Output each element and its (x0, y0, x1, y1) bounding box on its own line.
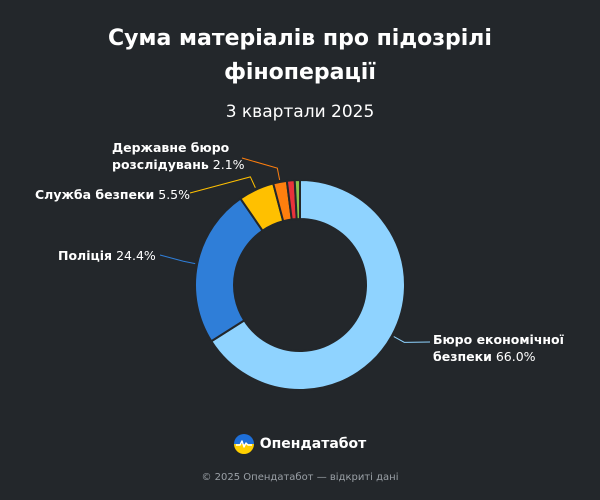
chart-subtitle: 3 квартали 2025 (225, 102, 375, 122)
label-economic-security: Бюро економічної безпеки 66.0% (433, 331, 564, 365)
label-state-bureau-line-1: Державне бюро (112, 140, 230, 155)
chart-title: Сума матеріалів про підозрілі фінопераці… (0, 22, 600, 90)
slice-economic-security (209, 178, 406, 391)
slice-police (194, 197, 264, 343)
label-security-service-value: 5.5% (158, 187, 191, 202)
label-police: Поліція 24.4% (58, 247, 156, 264)
label-police-value: 24.4% (116, 248, 156, 263)
brand-name: Опендатабот (259, 436, 367, 452)
label-economic-security-line-2: безпеки (433, 349, 492, 364)
label-economic-security-value: 66.0% (495, 349, 536, 364)
slice-small-green (293, 178, 301, 221)
label-security-service: Служба безпеки 5.5% (35, 186, 190, 203)
leader-line-state-bureau (241, 157, 281, 181)
leader-line-security-service (189, 176, 256, 194)
opendatabot-logo-icon (233, 434, 254, 454)
leader-line-police (159, 254, 196, 265)
leader-line-economic-security (393, 336, 431, 343)
brand: Опендатабот (0, 434, 600, 454)
label-security-service-name: Служба безпеки (35, 187, 155, 202)
footer-copyright: © 2025 Опендатабот — відкриті дані (201, 472, 399, 483)
label-state-bureau-value: 2.1% (212, 157, 245, 172)
chart-title-line-2: фіноперації (224, 60, 376, 85)
label-police-name: Поліція (58, 248, 113, 263)
label-state-bureau: Державне бюро розслідувань 2.1% (112, 139, 245, 173)
label-state-bureau-line-2: розслідувань (112, 157, 209, 172)
label-economic-security-line-1: Бюро економічної (433, 332, 564, 347)
chart-title-line-1: Сума матеріалів про підозрілі (108, 26, 492, 51)
